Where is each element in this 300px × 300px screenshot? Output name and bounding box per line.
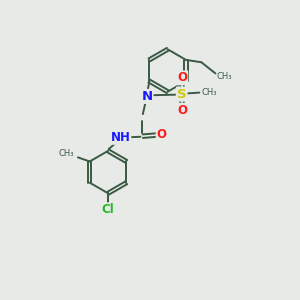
Text: O: O bbox=[177, 71, 187, 84]
Text: Cl: Cl bbox=[102, 203, 115, 216]
Text: CH₃: CH₃ bbox=[201, 88, 217, 97]
Text: NH: NH bbox=[110, 131, 130, 144]
Text: O: O bbox=[177, 104, 187, 117]
Text: N: N bbox=[141, 90, 152, 103]
Text: CH₃: CH₃ bbox=[217, 73, 233, 82]
Text: CH₃: CH₃ bbox=[59, 149, 74, 158]
Text: O: O bbox=[157, 128, 167, 142]
Text: S: S bbox=[177, 88, 187, 100]
